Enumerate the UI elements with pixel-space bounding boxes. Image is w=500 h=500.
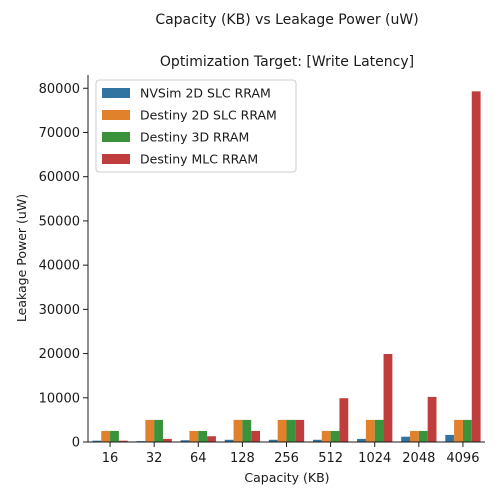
legend-frame (95, 79, 297, 173)
x-tick-label: 1024 (358, 451, 391, 466)
legend: NVSim 2D SLC RRAM Destiny 2D SLC RRAM Dest… (95, 79, 297, 173)
legend-label: Destiny MLC RRAM (140, 152, 258, 167)
y-tick-label: 30000 (39, 303, 80, 318)
bar-destiny-mlc-rram-16 (118, 440, 128, 442)
bar-destiny-3d-rram-1024 (374, 419, 384, 442)
x-tick-label: 512 (318, 451, 343, 466)
bar-nvsim-2d-slc-rram-256 (268, 439, 278, 442)
y-ticks-group: 0 10000 20000 30000 40000 50000 60000 70000 8000… (39, 82, 88, 451)
bar-destiny-2d-slc-rram-32 (145, 419, 155, 442)
bar-destiny-2d-slc-rram-16 (101, 430, 111, 442)
x-tick-label: 32 (146, 451, 163, 466)
legend-swatch (102, 154, 130, 164)
bar-destiny-2d-slc-rram-256 (277, 419, 287, 442)
y-tick-label: 20000 (39, 347, 80, 362)
bar-destiny-2d-slc-rram-4096 (454, 419, 463, 442)
x-tick-label: 16 (102, 451, 119, 466)
x-ticks-group: 16 32 64 128 256 512 1024 2048 4096 (102, 442, 479, 466)
bar-destiny-mlc-rram-32 (162, 438, 172, 442)
y-axis-label: Leakage Power (uW) (14, 194, 29, 322)
bar-nvsim-2d-slc-rram-4096 (445, 434, 455, 442)
bar-destiny-3d-rram-2048 (418, 430, 428, 442)
x-axis-label: Capacity (KB) (244, 470, 329, 485)
legend-swatch (102, 132, 130, 142)
x-tick-label: 256 (274, 451, 299, 466)
y-tick-label: 10000 (39, 391, 80, 406)
bar-destiny-2d-slc-rram-1024 (365, 419, 375, 442)
bar-destiny-3d-rram-256 (286, 419, 296, 442)
legend-label: Destiny 3D RRAM (140, 130, 249, 145)
bar-destiny-mlc-rram-128 (251, 430, 261, 442)
bar-nvsim-2d-slc-rram-64 (180, 440, 190, 442)
bar-destiny-mlc-rram-4096 (471, 91, 481, 443)
y-tick-label: 70000 (39, 126, 80, 141)
chart-subtitle: Optimization Target: [Write Latency] (160, 54, 414, 70)
bar-nvsim-2d-slc-rram-2048 (401, 436, 411, 442)
bar-destiny-3d-rram-512 (330, 430, 340, 442)
bar-destiny-mlc-rram-512 (339, 398, 349, 442)
x-tick-label: 64 (190, 451, 207, 466)
bar-destiny-mlc-rram-64 (207, 436, 216, 442)
bar-destiny-2d-slc-rram-64 (189, 430, 199, 442)
legend-label: NVSim 2D SLC RRAM (140, 86, 271, 101)
legend-swatch (102, 88, 130, 98)
bar-destiny-3d-rram-4096 (462, 419, 472, 442)
bar-destiny-3d-rram-16 (110, 430, 119, 442)
bar-nvsim-2d-slc-rram-512 (312, 439, 322, 442)
bar-destiny-3d-rram-32 (154, 419, 163, 442)
bar-destiny-mlc-rram-1024 (383, 354, 393, 442)
x-tick-label: 4096 (446, 451, 479, 466)
bar-destiny-mlc-rram-256 (295, 419, 305, 442)
bar-destiny-3d-rram-128 (242, 419, 252, 442)
bar-destiny-2d-slc-rram-128 (233, 419, 243, 442)
bar-destiny-mlc-rram-2048 (427, 396, 437, 442)
bar-destiny-3d-rram-64 (198, 430, 208, 442)
bar-nvsim-2d-slc-rram-128 (224, 439, 234, 442)
bar-nvsim-2d-slc-rram-1024 (357, 438, 366, 442)
y-tick-label: 60000 (39, 170, 80, 185)
y-tick-label: 50000 (39, 214, 80, 229)
legend-label: Destiny 2D SLC RRAM (140, 108, 277, 123)
bars-group (92, 91, 481, 443)
y-tick-label: 80000 (39, 82, 80, 97)
x-tick-label: 2048 (402, 451, 435, 466)
bar-destiny-2d-slc-rram-512 (321, 430, 331, 442)
chart-title: Capacity (KB) vs Leakage Power (uW) (155, 12, 418, 28)
y-tick-label: 40000 (39, 259, 80, 274)
bar-nvsim-2d-slc-rram-16 (92, 440, 102, 442)
x-tick-label: 128 (230, 451, 255, 466)
y-tick-label: 0 (72, 436, 80, 451)
bar-destiny-2d-slc-rram-2048 (410, 430, 419, 442)
legend-swatch (102, 110, 130, 120)
